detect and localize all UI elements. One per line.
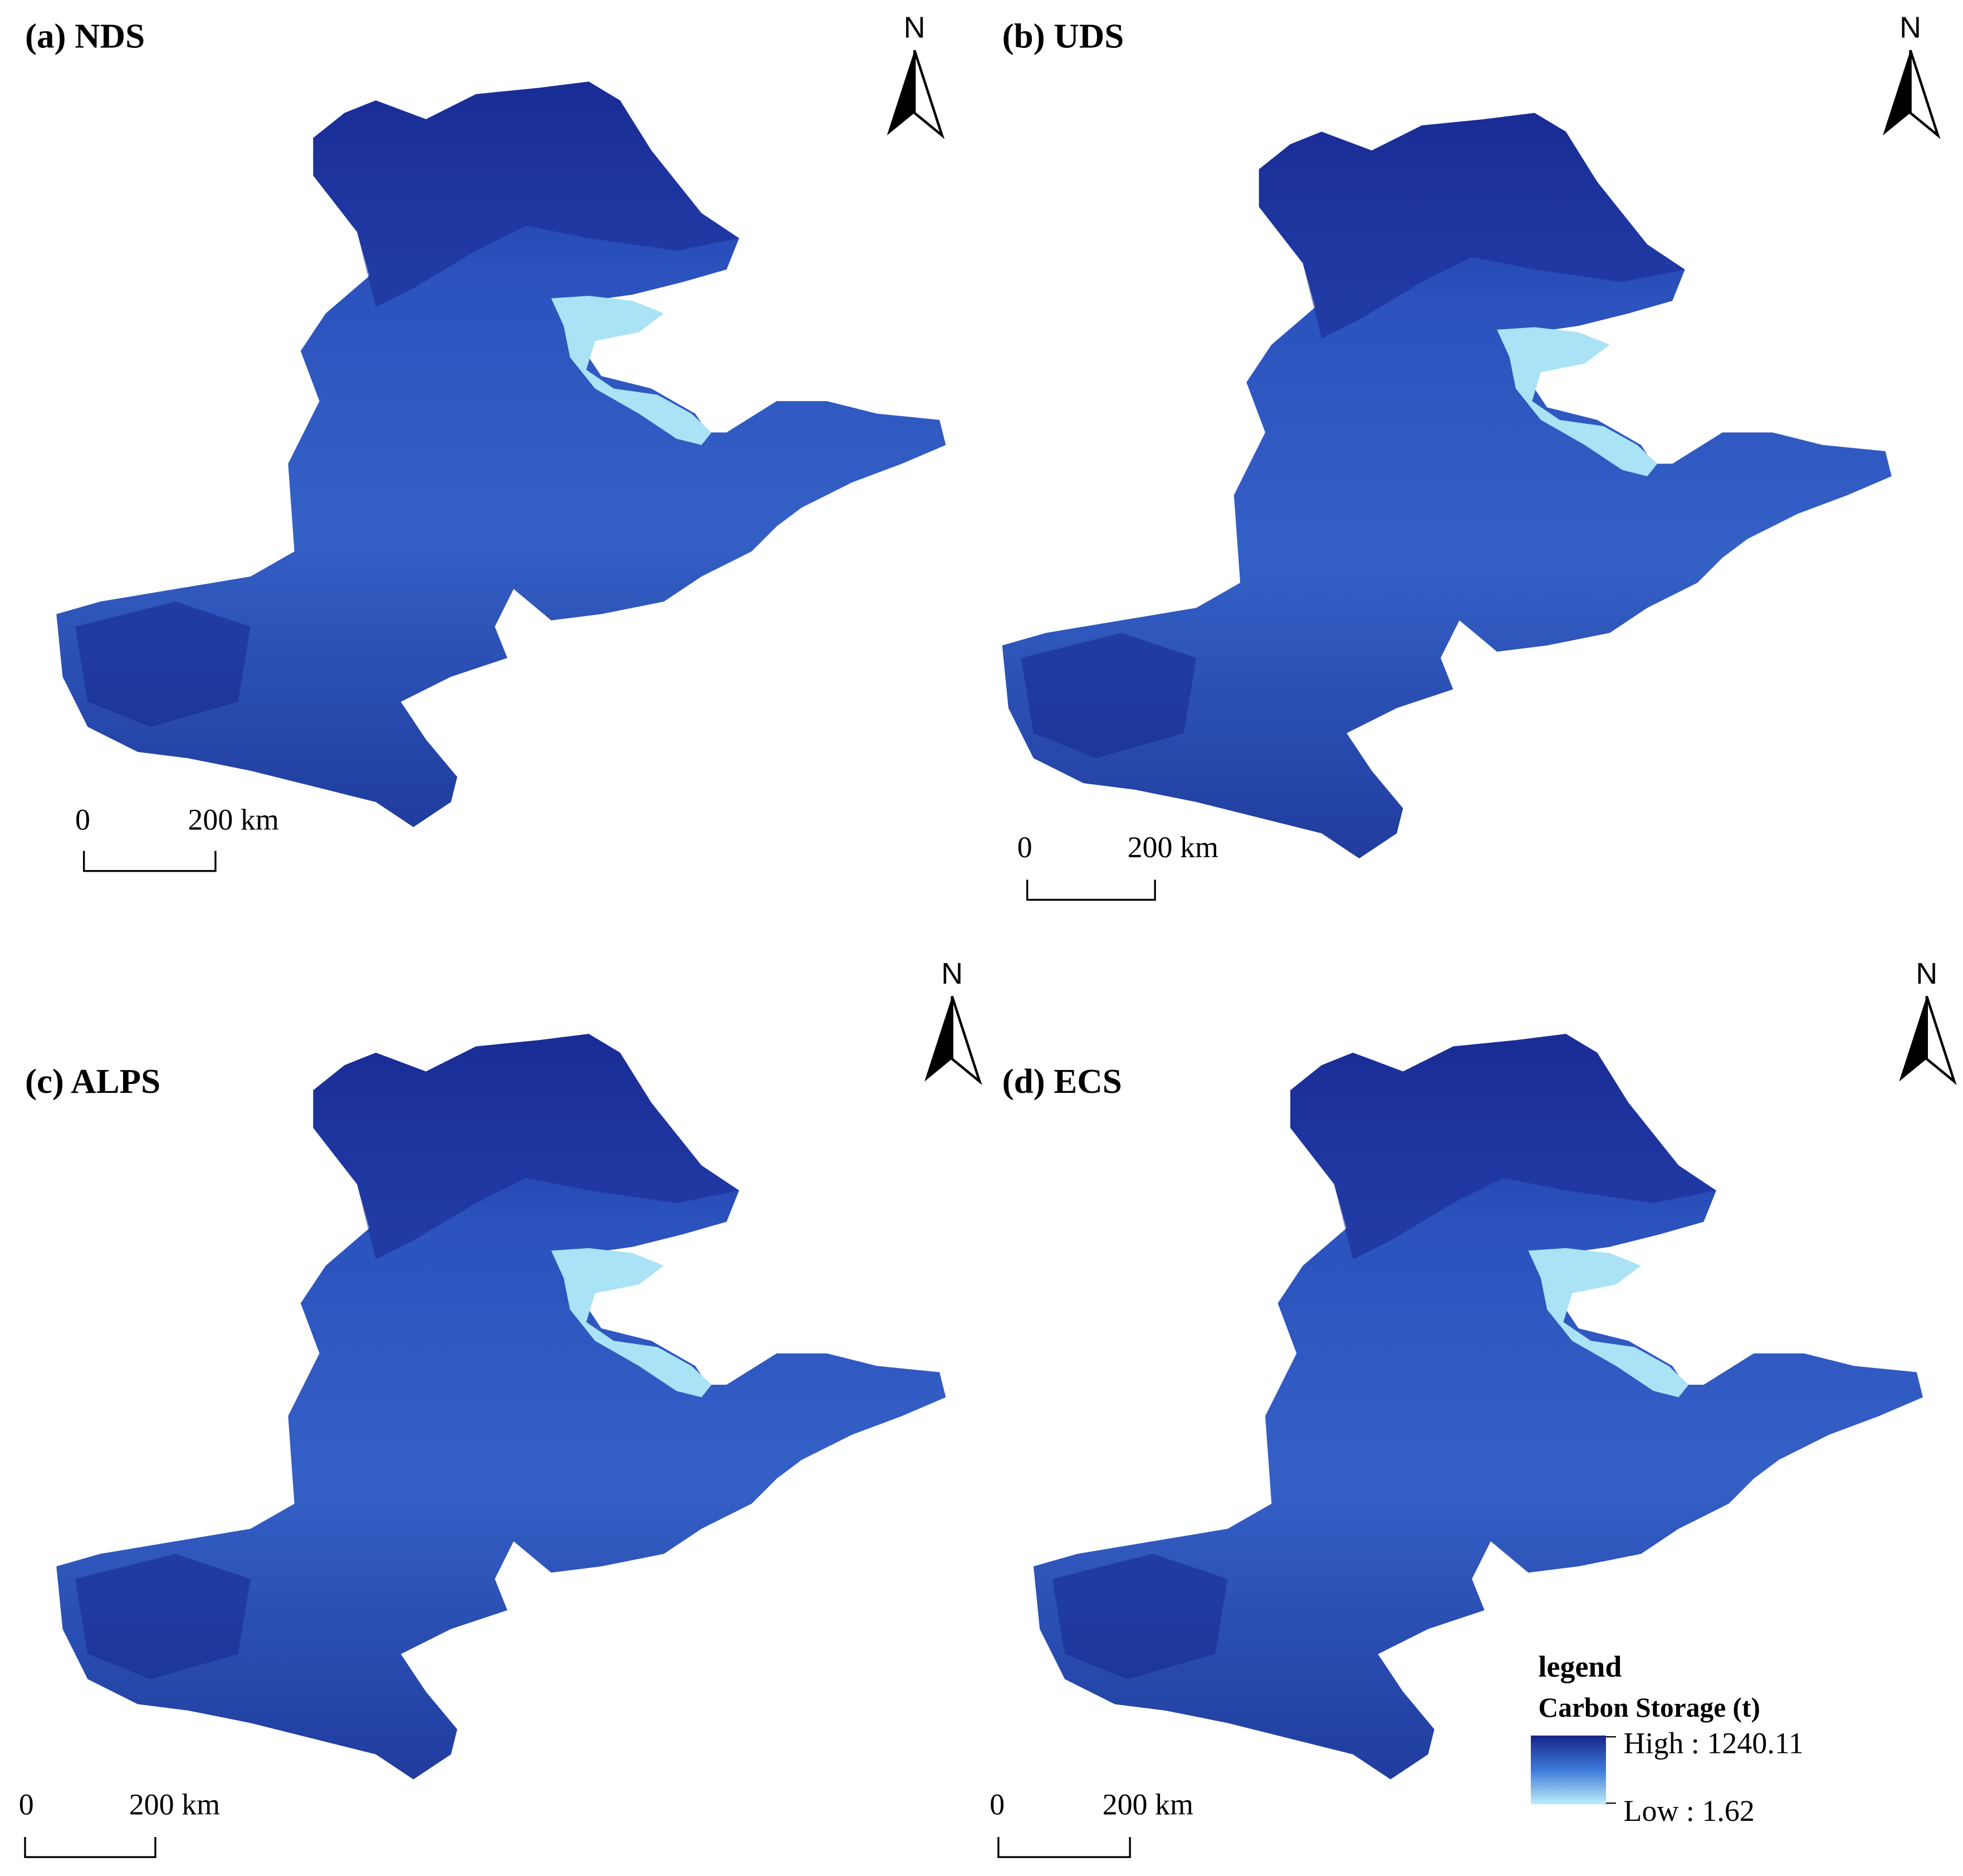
scale-label: 200 km <box>1128 830 1218 864</box>
scale-label: 200 km <box>129 1788 220 1821</box>
scale-label: 0 <box>75 803 90 836</box>
scale-label: 0 <box>1017 830 1032 864</box>
north-arrow <box>1909 50 1941 139</box>
north-arrow <box>1925 995 1957 1086</box>
north-arrow <box>951 995 982 1086</box>
legend-subtitle: Carbon Storage (t) <box>1538 1692 1760 1723</box>
north-arrow <box>1899 996 1927 1082</box>
scale-bar <box>24 1837 156 1858</box>
legend-ramp <box>1530 1735 1606 1805</box>
scale-label: 200 km <box>188 803 278 836</box>
legend-title: legend <box>1538 1650 1622 1683</box>
panel-title: (d) ECS <box>1002 1062 1122 1101</box>
map-panel: (c) ALPS N 0 200 km <box>19 957 982 1858</box>
legend: legend Carbon Storage (t) High : 1240.11… <box>1530 1650 1804 1828</box>
north-label: N <box>904 11 926 45</box>
panels: (a) NDS N 0 200 km (b) UDS N 0 200 km (c) ALPS N 0… <box>19 11 1957 1858</box>
panel-title: (a) NDS <box>25 17 145 56</box>
scale-label: 0 <box>990 1788 1005 1821</box>
panel-title: (b) UDS <box>1002 17 1124 56</box>
scale-bar <box>83 851 217 872</box>
panel-title: (c) ALPS <box>25 1062 160 1101</box>
scale-bar <box>997 1837 1131 1858</box>
scale-label: 200 km <box>1103 1788 1193 1821</box>
north-label: N <box>1916 957 1937 990</box>
legend-high: High : 1240.11 <box>1623 1726 1803 1760</box>
scale-bar <box>1026 880 1156 901</box>
north-arrow <box>913 50 945 139</box>
map-panel: (a) NDS N 0 200 km <box>25 11 946 872</box>
legend-low: Low : 1.62 <box>1623 1794 1754 1828</box>
north-label: N <box>1900 11 1921 45</box>
north-arrow <box>887 50 915 136</box>
map-panel: (d) ECS N 0 200 km <box>990 957 1957 1858</box>
scale-label: 0 <box>19 1788 34 1821</box>
north-label: N <box>941 957 963 990</box>
